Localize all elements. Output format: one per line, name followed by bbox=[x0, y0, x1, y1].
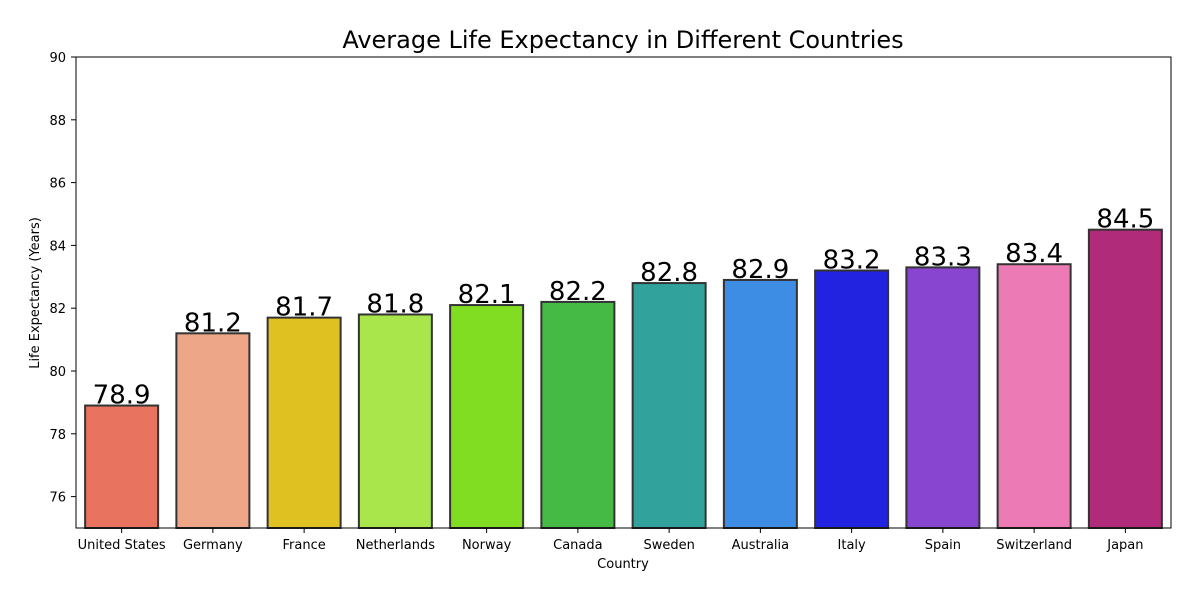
bar-united-states bbox=[84, 404, 160, 530]
x-axis-ticks: United States Germany France Netherlands Nor… bbox=[78, 528, 1144, 553]
x-tick-label: United States bbox=[78, 538, 166, 553]
y-axis-label: Life Expectancy (Years) bbox=[28, 217, 43, 369]
bar-canada bbox=[540, 300, 616, 530]
bars bbox=[84, 228, 1163, 530]
x-tick-label: Netherlands bbox=[356, 538, 435, 553]
value-label: 81.7 bbox=[275, 293, 333, 323]
plot-frame bbox=[75, 56, 1172, 529]
x-tick-label: Italy bbox=[838, 538, 867, 553]
y-tick-label: 88 bbox=[49, 114, 66, 129]
bar-italy bbox=[814, 269, 890, 529]
y-tick-label: 78 bbox=[49, 428, 66, 443]
value-label: 78.9 bbox=[93, 381, 151, 411]
bar-germany bbox=[175, 332, 251, 529]
x-tick-label: Germany bbox=[183, 538, 243, 553]
value-label: 82.2 bbox=[549, 277, 607, 307]
value-label: 82.9 bbox=[731, 255, 789, 285]
x-tick-label: Switzerland bbox=[996, 538, 1072, 553]
y-tick-label: 84 bbox=[49, 239, 66, 254]
bar-switzerland bbox=[996, 263, 1072, 529]
value-label: 82.8 bbox=[640, 258, 698, 288]
bar-norway bbox=[449, 304, 525, 529]
y-tick-label: 76 bbox=[49, 491, 66, 506]
value-labels: 78.9 81.2 81.7 81.8 82.1 82.2 82.8 82.9 83.2 83.3… bbox=[93, 205, 1155, 411]
value-label: 83.4 bbox=[1005, 239, 1063, 269]
chart-title: Average Life Expectancy in Different Cou… bbox=[342, 26, 903, 54]
x-tick-label: Japan bbox=[1106, 538, 1143, 553]
bar-japan bbox=[1087, 228, 1163, 529]
x-tick-label: Spain bbox=[925, 538, 961, 553]
y-tick-label: 80 bbox=[49, 365, 66, 380]
value-label: 83.2 bbox=[823, 246, 881, 276]
bar-netherlands bbox=[357, 313, 433, 530]
value-label: 84.5 bbox=[1096, 205, 1154, 235]
value-label: 81.8 bbox=[366, 289, 424, 319]
x-tick-label: Sweden bbox=[643, 538, 694, 553]
y-axis-ticks: 76 78 80 82 84 86 88 90 bbox=[49, 51, 76, 506]
value-label: 83.3 bbox=[914, 242, 972, 272]
x-tick-label: Australia bbox=[732, 538, 790, 553]
bar-sweden bbox=[631, 282, 707, 529]
y-tick-label: 82 bbox=[49, 302, 66, 317]
x-tick-label: France bbox=[283, 538, 326, 553]
y-tick-label: 90 bbox=[49, 51, 66, 66]
bar-spain bbox=[905, 266, 981, 529]
x-tick-label: Canada bbox=[553, 538, 602, 553]
bar-australia bbox=[722, 278, 798, 529]
bar-france bbox=[266, 316, 342, 529]
y-tick-label: 86 bbox=[49, 177, 66, 192]
x-tick-label: Norway bbox=[462, 538, 512, 553]
value-label: 81.2 bbox=[184, 308, 242, 338]
value-label: 82.1 bbox=[458, 280, 516, 310]
x-axis-label: Country bbox=[597, 557, 649, 572]
